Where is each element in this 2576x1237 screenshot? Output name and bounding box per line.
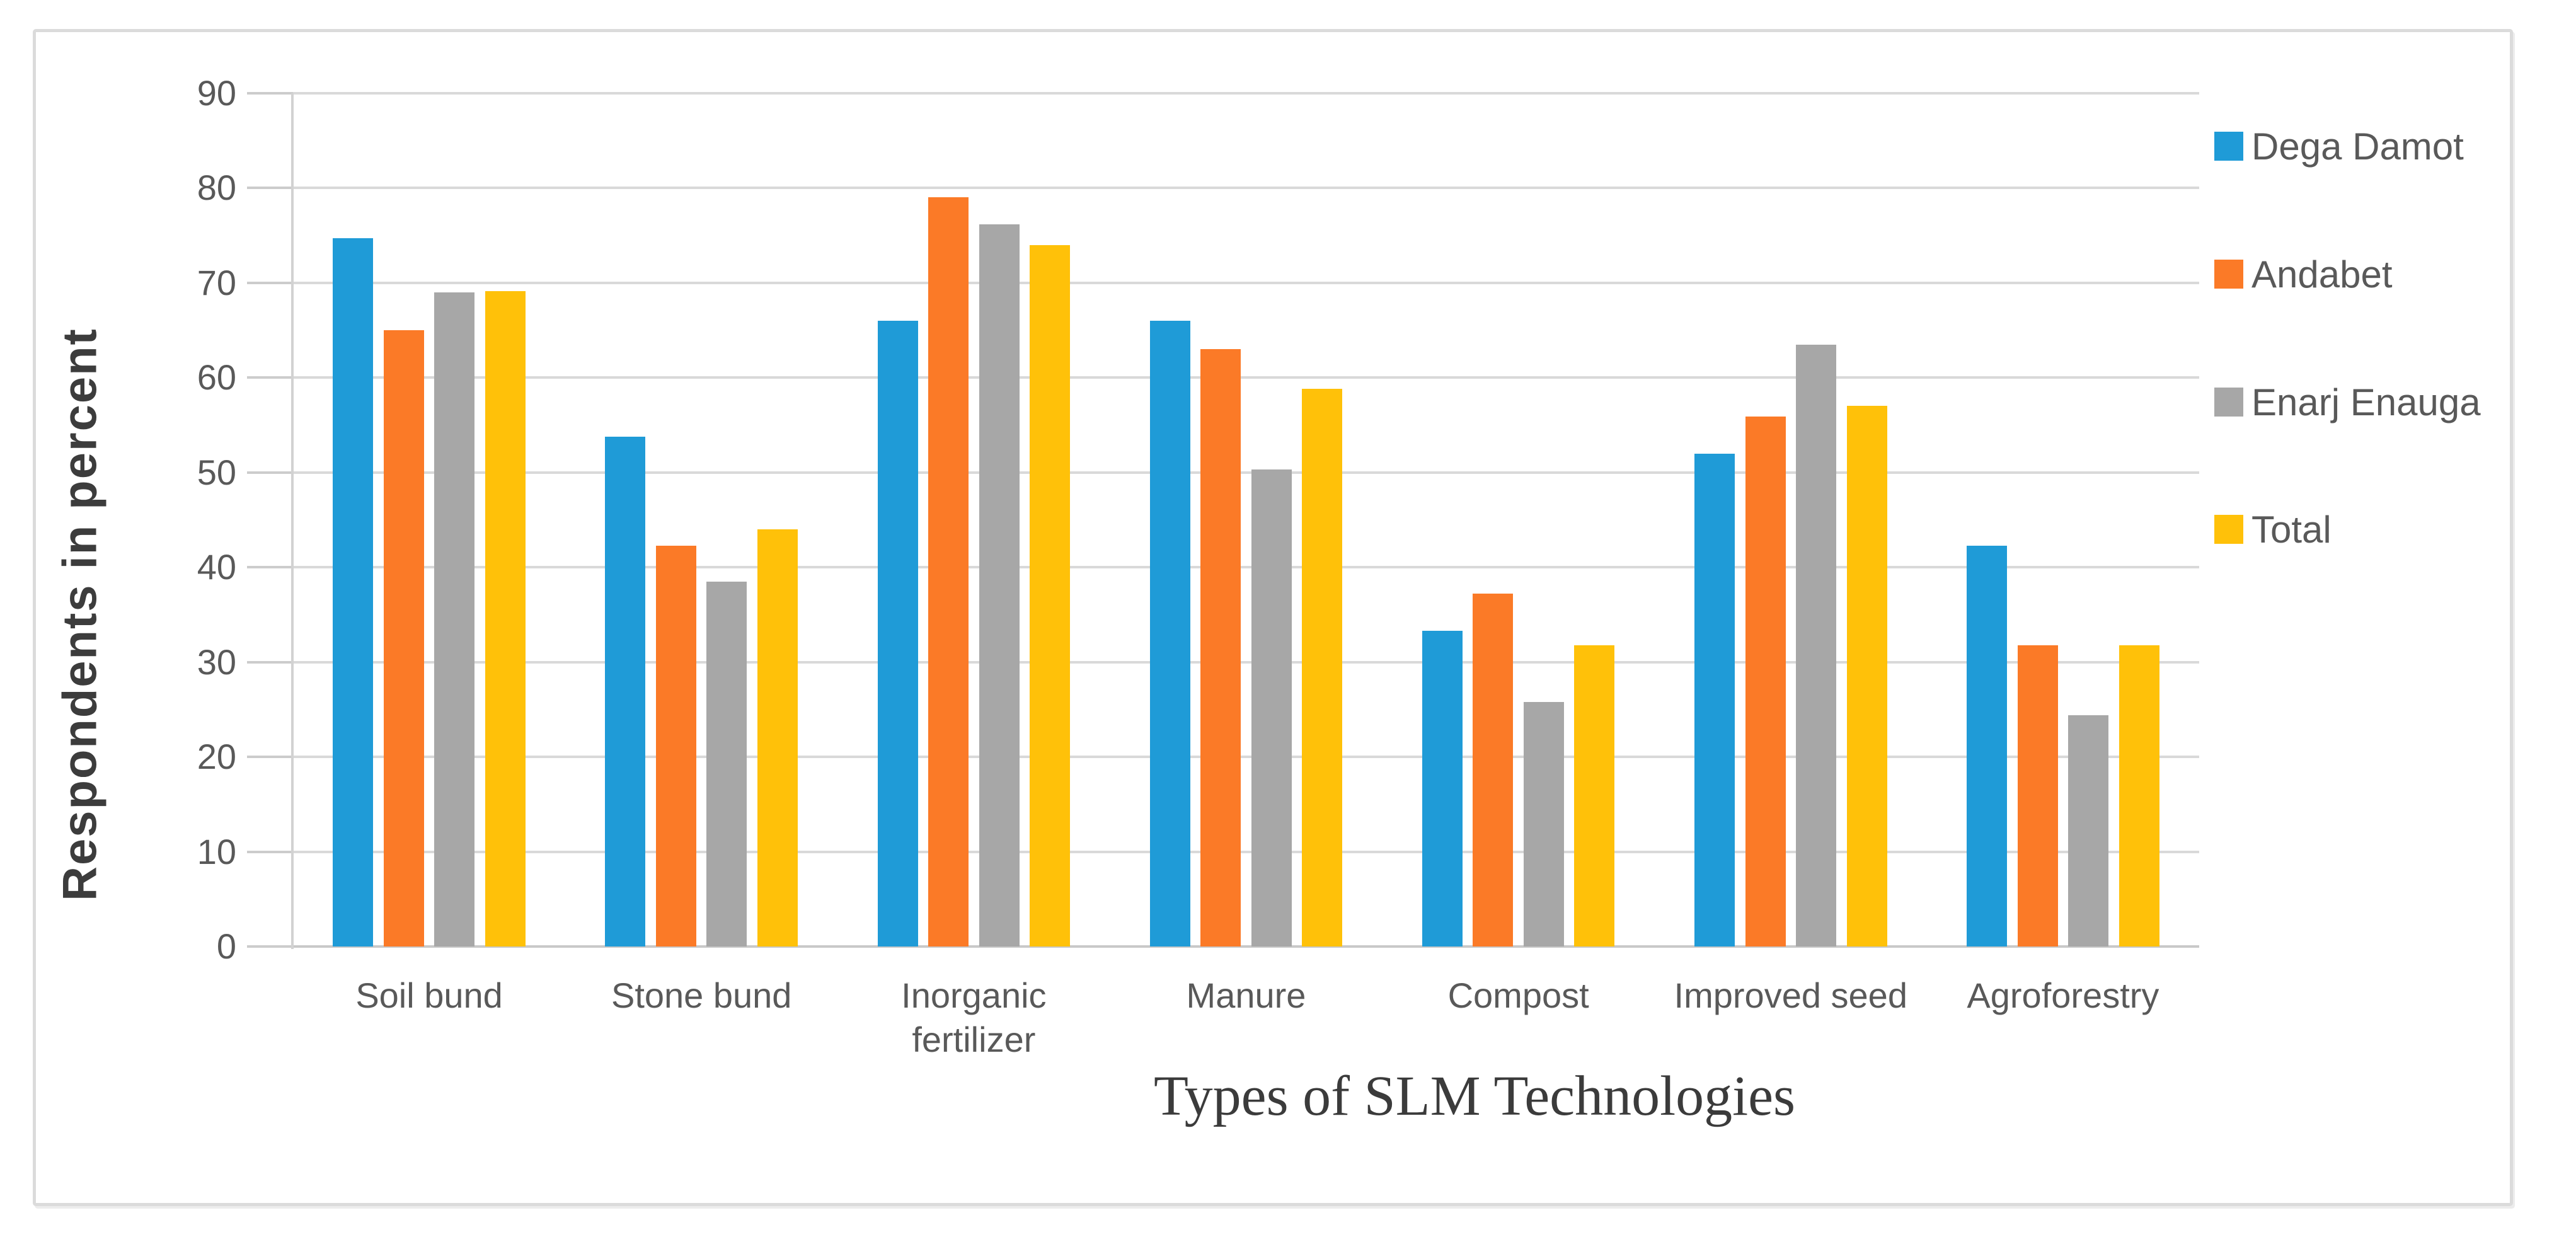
bar-enarj-enauga-compost [1523,701,1564,946]
y-tick-label: 90 [197,73,236,113]
y-axis-title: Respondents in percent [53,328,107,901]
bar-dega-damot-agroforestry [1967,545,2008,946]
legend-label: Andabet [2251,253,2393,296]
y-tick-label: 40 [197,547,236,587]
legend-item-andabet: Andabet [2214,249,2393,299]
legend-color-swatch-icon [2214,515,2243,544]
y-tick-label: 10 [197,831,236,872]
y-tick-label: 80 [197,168,236,208]
y-tick-label: 20 [197,737,236,777]
bar-dega-damot-improved-seed [1694,453,1735,946]
bar-total-inorganic-fertilizer [1030,245,1071,946]
chart-frame [33,29,2513,1206]
legend-color-swatch-icon [2214,388,2243,417]
x-category-label: Soil bund [355,975,503,1015]
bar-enarj-enauga-soil-bund [434,292,475,946]
y-axis-tick [247,850,293,853]
y-axis-tick [247,660,293,664]
legend-label: Dega Damot [2251,125,2464,168]
y-axis-tick [247,281,293,284]
legend-label: Total [2251,508,2332,551]
gridline [293,187,2199,190]
legend-color-swatch-icon [2214,260,2243,289]
gridline [293,471,2199,474]
legend-item-enarj-enauga: Enarj Enauga [2214,377,2481,427]
x-category-label: Stone bund [611,975,792,1015]
y-tick-label: 70 [197,262,236,302]
gridline [293,756,2199,759]
y-tick-label: 60 [197,357,236,398]
legend-item-dega-damot: Dega Damot [2214,121,2464,171]
bar-total-soil-bund [485,291,526,946]
y-tick-label: 30 [197,642,236,682]
bar-andabet-agroforestry [2017,645,2058,946]
y-axis-line [291,93,294,949]
x-axis-baseline [293,945,2199,948]
bar-enarj-enauga-agroforestry [2068,715,2109,946]
bar-andabet-manure [1200,349,1241,946]
bar-total-manure [1302,389,1343,946]
gridline [293,92,2199,95]
gridline [293,660,2199,664]
y-axis-tick [247,471,293,474]
bar-enarj-enauga-manure [1251,469,1292,946]
y-axis-tick [247,756,293,759]
bar-andabet-improved-seed [1745,417,1786,946]
y-tick-label: 50 [197,452,236,492]
bar-enarj-enauga-improved-seed [1796,344,1837,946]
gridline [293,376,2199,379]
bar-andabet-compost [1473,594,1514,946]
x-category-label: Inorganic fertilizer [901,975,1047,1059]
gridline [293,850,2199,853]
bar-total-stone-bund [757,529,798,946]
bar-enarj-enauga-inorganic-fertilizer [979,224,1020,946]
y-axis-tick [247,376,293,379]
bar-andabet-soil-bund [383,330,424,946]
x-category-label: Manure [1186,975,1306,1015]
bar-total-agroforestry [2119,645,2159,946]
bar-dega-damot-inorganic-fertilizer [877,321,918,946]
bar-dega-damot-manure [1149,321,1190,946]
bar-dega-damot-stone-bund [605,436,646,946]
bar-total-improved-seed [1846,406,1887,946]
x-category-label: Improved seed [1674,975,1907,1015]
y-axis-tick [247,187,293,190]
bar-dega-damot-soil-bund [333,238,374,946]
gridline [293,281,2199,284]
bar-dega-damot-compost [1422,631,1463,946]
x-category-label: Compost [1447,975,1589,1015]
bar-andabet-stone-bund [655,545,696,946]
y-axis-tick [247,566,293,569]
bar-total-compost [1574,645,1615,946]
bar-andabet-inorganic-fertilizer [928,197,969,946]
gridline [293,566,2199,569]
y-tick-label: 0 [216,926,236,966]
legend-color-swatch-icon [2214,132,2243,161]
legend-label: Enarj Enauga [2251,381,2481,423]
y-axis-tick [247,92,293,95]
bar-enarj-enauga-stone-bund [706,581,747,946]
legend-item-total: Total [2214,504,2332,555]
x-axis-title: Types of SLM Technologies [1153,1065,1796,1127]
x-category-label: Agroforestry [1967,975,2159,1015]
y-axis-tick [247,945,293,948]
